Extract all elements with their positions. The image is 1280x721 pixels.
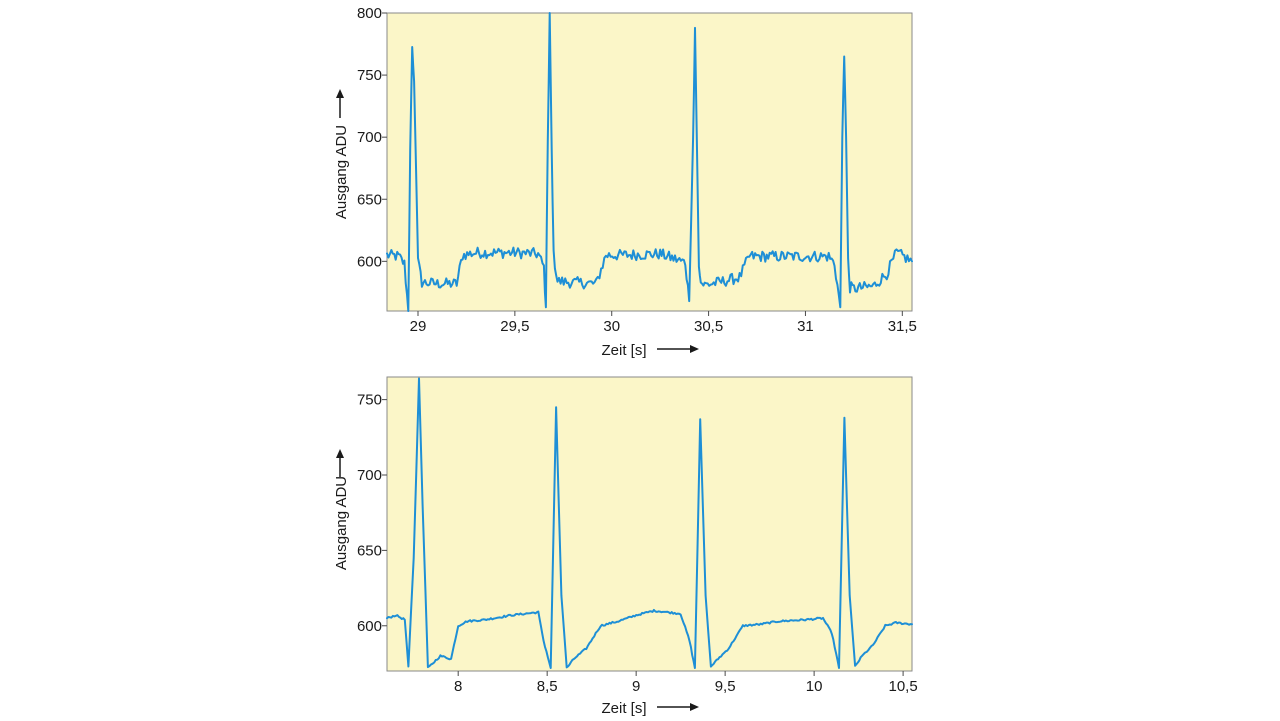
y-ticks-bottom: 600 650 700 750 xyxy=(357,392,387,635)
y-tick-label: 750 xyxy=(357,67,382,84)
y-ticks-top: 600 650 700 750 800 xyxy=(357,5,387,270)
x-ticks-top: 29 29,5 30 30,5 31 31,5 xyxy=(410,311,917,335)
y-axis-label-text: Ausgang ADU xyxy=(333,476,350,570)
x-axis-label-text: Zeit [s] xyxy=(601,342,646,359)
signal-trace-top xyxy=(386,12,913,312)
x-tick-label: 10 xyxy=(806,678,823,695)
x-tick-label: 29,5 xyxy=(500,318,529,335)
x-tick-label: 30 xyxy=(603,318,620,335)
y-tick-label: 800 xyxy=(357,5,382,22)
x-tick-label: 31,5 xyxy=(888,318,917,335)
y-axis-label-bottom: Ausgang ADU xyxy=(333,449,350,570)
x-axis-label-text: Zeit [s] xyxy=(601,700,646,717)
x-axis-label-bottom: Zeit [s] xyxy=(601,700,699,717)
y-axis-label-text: Ausgang ADU xyxy=(333,125,350,219)
x-axis-arrow-head xyxy=(690,345,699,353)
x-ticks-bottom: 8 8,5 9 9,5 10 10,5 xyxy=(454,671,918,695)
x-tick-label: 10,5 xyxy=(889,678,918,695)
x-axis-arrow-head xyxy=(690,703,699,711)
y-tick-label: 600 xyxy=(357,253,382,270)
signal-trace-bottom xyxy=(386,377,913,669)
y-axis-arrow-head xyxy=(336,449,344,458)
chart-bottom: 8 8,5 9 9,5 10 10,5 600 650 700 750 Zeit [s] Aus… xyxy=(333,376,918,717)
x-tick-label: 8 xyxy=(454,678,462,695)
x-tick-label: 9,5 xyxy=(715,678,736,695)
y-tick-label: 700 xyxy=(357,467,382,484)
y-tick-label: 600 xyxy=(357,618,382,635)
x-tick-label: 29 xyxy=(410,318,427,335)
chart-top: 29 29,5 30 30,5 31 31,5 600 650 700 750 800 Zeit … xyxy=(333,5,917,359)
y-tick-label: 700 xyxy=(357,129,382,146)
y-tick-label: 650 xyxy=(357,542,382,559)
plot-area-top xyxy=(386,12,913,312)
y-axis-label-top: Ausgang ADU xyxy=(333,89,350,219)
y-tick-label: 650 xyxy=(357,191,382,208)
x-tick-label: 9 xyxy=(632,678,640,695)
plot-area-bottom xyxy=(386,376,913,672)
x-axis-label-top: Zeit [s] xyxy=(601,342,699,359)
x-tick-label: 31 xyxy=(797,318,814,335)
x-tick-label: 8,5 xyxy=(537,678,558,695)
x-tick-label: 30,5 xyxy=(694,318,723,335)
y-axis-arrow-head xyxy=(336,89,344,98)
y-tick-label: 750 xyxy=(357,392,382,409)
